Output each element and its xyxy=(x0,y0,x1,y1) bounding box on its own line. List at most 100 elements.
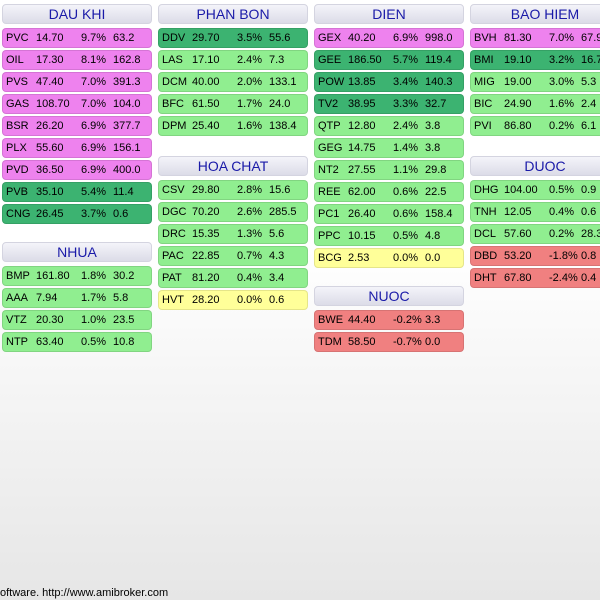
stock-row-aaa[interactable]: AAA 7.94 1.7% 5.8 xyxy=(2,288,152,308)
stock-price: 36.50 xyxy=(36,164,64,176)
stock-volume: 29.8 xyxy=(425,164,447,176)
stock-price: 29.70 xyxy=(192,32,220,44)
stock-price: 22.85 xyxy=(192,250,220,262)
stock-row-dcl[interactable]: DCL 57.60 0.2% 28.3 xyxy=(470,224,600,244)
stock-row-nt2[interactable]: NT2 27.55 1.1% 29.8 xyxy=(314,160,464,180)
sector-header: NUOC xyxy=(314,286,464,306)
stock-row-ppc[interactable]: PPC 10.15 0.5% 4.8 xyxy=(314,226,464,246)
stock-row-las[interactable]: LAS 17.10 2.4% 7.3 xyxy=(158,50,308,70)
stock-change-pct: 2.8% xyxy=(237,184,263,196)
stock-row-cng[interactable]: CNG 26.45 3.7% 0.6 xyxy=(2,204,152,224)
stock-row-gex[interactable]: GEX 40.20 6.9% 998.0 xyxy=(314,28,464,48)
stock-price: 57.60 xyxy=(504,228,532,240)
stock-volume: 2.4 xyxy=(581,98,597,110)
stock-symbol: BCG xyxy=(318,252,342,264)
stock-volume: 377.7 xyxy=(113,120,141,132)
stock-volume: 0.6 xyxy=(269,294,285,306)
stock-symbol: BMP xyxy=(6,270,30,282)
stock-change-pct: 3.3% xyxy=(393,98,419,110)
sector-header: DIEN xyxy=(314,4,464,24)
stock-price: 62.00 xyxy=(348,186,376,198)
stock-row-tv2[interactable]: TV2 38.95 3.3% 32.7 xyxy=(314,94,464,114)
stock-price: 12.05 xyxy=(504,206,532,218)
stock-price: 44.40 xyxy=(348,314,376,326)
stock-volume: 7.3 xyxy=(269,54,285,66)
sector-group-hoa-chat: HOA CHAT CSV 29.80 2.8% 15.6 DGC 70.20 2.6% 285.… xyxy=(158,156,308,312)
stock-change-pct: 6.9% xyxy=(393,32,419,44)
stock-row-dgc[interactable]: DGC 70.20 2.6% 285.5 xyxy=(158,202,308,222)
stock-symbol: NT2 xyxy=(318,164,339,176)
stock-change-pct: 2.4% xyxy=(237,54,263,66)
stock-price: 161.80 xyxy=(36,270,70,282)
stock-row-ree[interactable]: REE 62.00 0.6% 22.5 xyxy=(314,182,464,202)
stock-change-pct: 5.7% xyxy=(393,54,419,66)
stock-volume: 998.0 xyxy=(425,32,453,44)
stock-row-gee[interactable]: GEE 186.50 5.7% 119.4 xyxy=(314,50,464,70)
stock-volume: 5.6 xyxy=(269,228,285,240)
stock-change-pct: 9.7% xyxy=(81,32,107,44)
stock-row-dbd[interactable]: DBD 53.20 -1.8% 0.8 xyxy=(470,246,600,266)
stock-price: 40.20 xyxy=(348,32,376,44)
stock-change-pct: 2.4% xyxy=(393,120,419,132)
stock-change-pct: 3.4% xyxy=(393,76,419,88)
stock-row-pac[interactable]: PAC 22.85 0.7% 4.3 xyxy=(158,246,308,266)
stock-row-ddv[interactable]: DDV 29.70 3.5% 55.6 xyxy=(158,28,308,48)
stock-row-geg[interactable]: GEG 14.75 1.4% 3.8 xyxy=(314,138,464,158)
stock-symbol: CSV xyxy=(162,184,185,196)
stock-row-hvt[interactable]: HVT 28.20 0.0% 0.6 xyxy=(158,290,308,310)
stock-row-pvs[interactable]: PVS 47.40 7.0% 391.3 xyxy=(2,72,152,92)
stock-row-dcm[interactable]: DCM 40.00 2.0% 133.1 xyxy=(158,72,308,92)
stock-row-csv[interactable]: CSV 29.80 2.8% 15.6 xyxy=(158,180,308,200)
stock-row-dpm[interactable]: DPM 25.40 1.6% 138.4 xyxy=(158,116,308,136)
stock-price: 61.50 xyxy=(192,98,220,110)
stock-row-bic[interactable]: BIC 24.90 1.6% 2.4 xyxy=(470,94,600,114)
stock-symbol: VTZ xyxy=(6,314,27,326)
stock-row-dhg[interactable]: DHG 104.00 0.5% 0.9 xyxy=(470,180,600,200)
stock-row-pvi[interactable]: PVI 86.80 0.2% 6.1 xyxy=(470,116,600,136)
stock-row-pow[interactable]: POW 13.85 3.4% 140.3 xyxy=(314,72,464,92)
stock-volume: 140.3 xyxy=(425,76,453,88)
stock-volume: 10.8 xyxy=(113,336,135,348)
stock-row-bsr[interactable]: BSR 26.20 6.9% 377.7 xyxy=(2,116,152,136)
stock-row-vtz[interactable]: VTZ 20.30 1.0% 23.5 xyxy=(2,310,152,330)
stock-row-bcg[interactable]: BCG 2.53 0.0% 0.0 xyxy=(314,248,464,268)
stock-volume: 3.8 xyxy=(425,120,441,132)
stock-row-mig[interactable]: MIG 19.00 3.0% 5.3 xyxy=(470,72,600,92)
stock-row-bvh[interactable]: BVH 81.30 7.0% 67.9 xyxy=(470,28,600,48)
stock-change-pct: 7.0% xyxy=(81,98,107,110)
stock-row-pvb[interactable]: PVB 35.10 5.4% 11.4 xyxy=(2,182,152,202)
stock-row-pvd[interactable]: PVD 36.50 6.9% 400.0 xyxy=(2,160,152,180)
stock-volume: 400.0 xyxy=(113,164,141,176)
stock-row-pat[interactable]: PAT 81.20 0.4% 3.4 xyxy=(158,268,308,288)
stock-row-tdm[interactable]: TDM 58.50 -0.7% 0.0 xyxy=(314,332,464,352)
stock-price: 81.30 xyxy=(504,32,532,44)
stock-volume: 391.3 xyxy=(113,76,141,88)
stock-symbol: GEX xyxy=(318,32,342,44)
stock-row-qtp[interactable]: QTP 12.80 2.4% 3.8 xyxy=(314,116,464,136)
stock-row-pc1[interactable]: PC1 26.40 0.6% 158.4 xyxy=(314,204,464,224)
stock-row-oil[interactable]: OIL 17.30 8.1% 162.8 xyxy=(2,50,152,70)
stock-volume: 162.8 xyxy=(113,54,141,66)
stock-row-bmp[interactable]: BMP 161.80 1.8% 30.2 xyxy=(2,266,152,286)
sector-header: DUOC xyxy=(470,156,600,176)
stock-price: 40.00 xyxy=(192,76,220,88)
stock-row-tnh[interactable]: TNH 12.05 0.4% 0.6 xyxy=(470,202,600,222)
stock-row-gas[interactable]: GAS 108.70 7.0% 104.0 xyxy=(2,94,152,114)
stock-row-bmi[interactable]: BMI 19.10 3.2% 16.7 xyxy=(470,50,600,70)
stock-row-bfc[interactable]: BFC 61.50 1.7% 24.0 xyxy=(158,94,308,114)
stock-volume: 0.8 xyxy=(581,250,597,262)
stock-symbol: TDM xyxy=(318,336,342,348)
stock-row-ntp[interactable]: NTP 63.40 0.5% 10.8 xyxy=(2,332,152,352)
stock-row-dht[interactable]: DHT 67.80 -2.4% 0.4 xyxy=(470,268,600,288)
stock-symbol: PAC xyxy=(162,250,184,262)
stock-symbol: BSR xyxy=(6,120,29,132)
stock-row-bwe[interactable]: BWE 44.40 -0.2% 3.3 xyxy=(314,310,464,330)
stock-change-pct: 0.2% xyxy=(549,228,575,240)
stock-row-plx[interactable]: PLX 55.60 6.9% 156.1 xyxy=(2,138,152,158)
stock-row-pvc[interactable]: PVC 14.70 9.7% 63.2 xyxy=(2,28,152,48)
stock-change-pct: 1.7% xyxy=(237,98,263,110)
stock-price: 19.00 xyxy=(504,76,532,88)
stock-price: 19.10 xyxy=(504,54,532,66)
stock-volume: 30.2 xyxy=(113,270,135,282)
stock-row-drc[interactable]: DRC 15.35 1.3% 5.6 xyxy=(158,224,308,244)
